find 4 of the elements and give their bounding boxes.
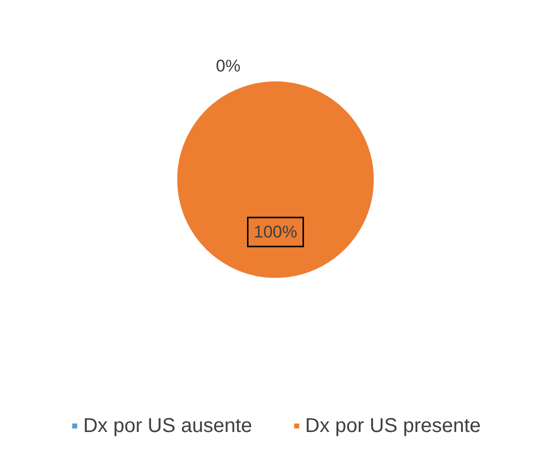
legend-label: Dx por US ausente [83, 415, 252, 437]
legend-label: Dx por US presente [305, 415, 481, 437]
text: 0% [216, 56, 240, 76]
data-label: 100% [254, 222, 298, 242]
